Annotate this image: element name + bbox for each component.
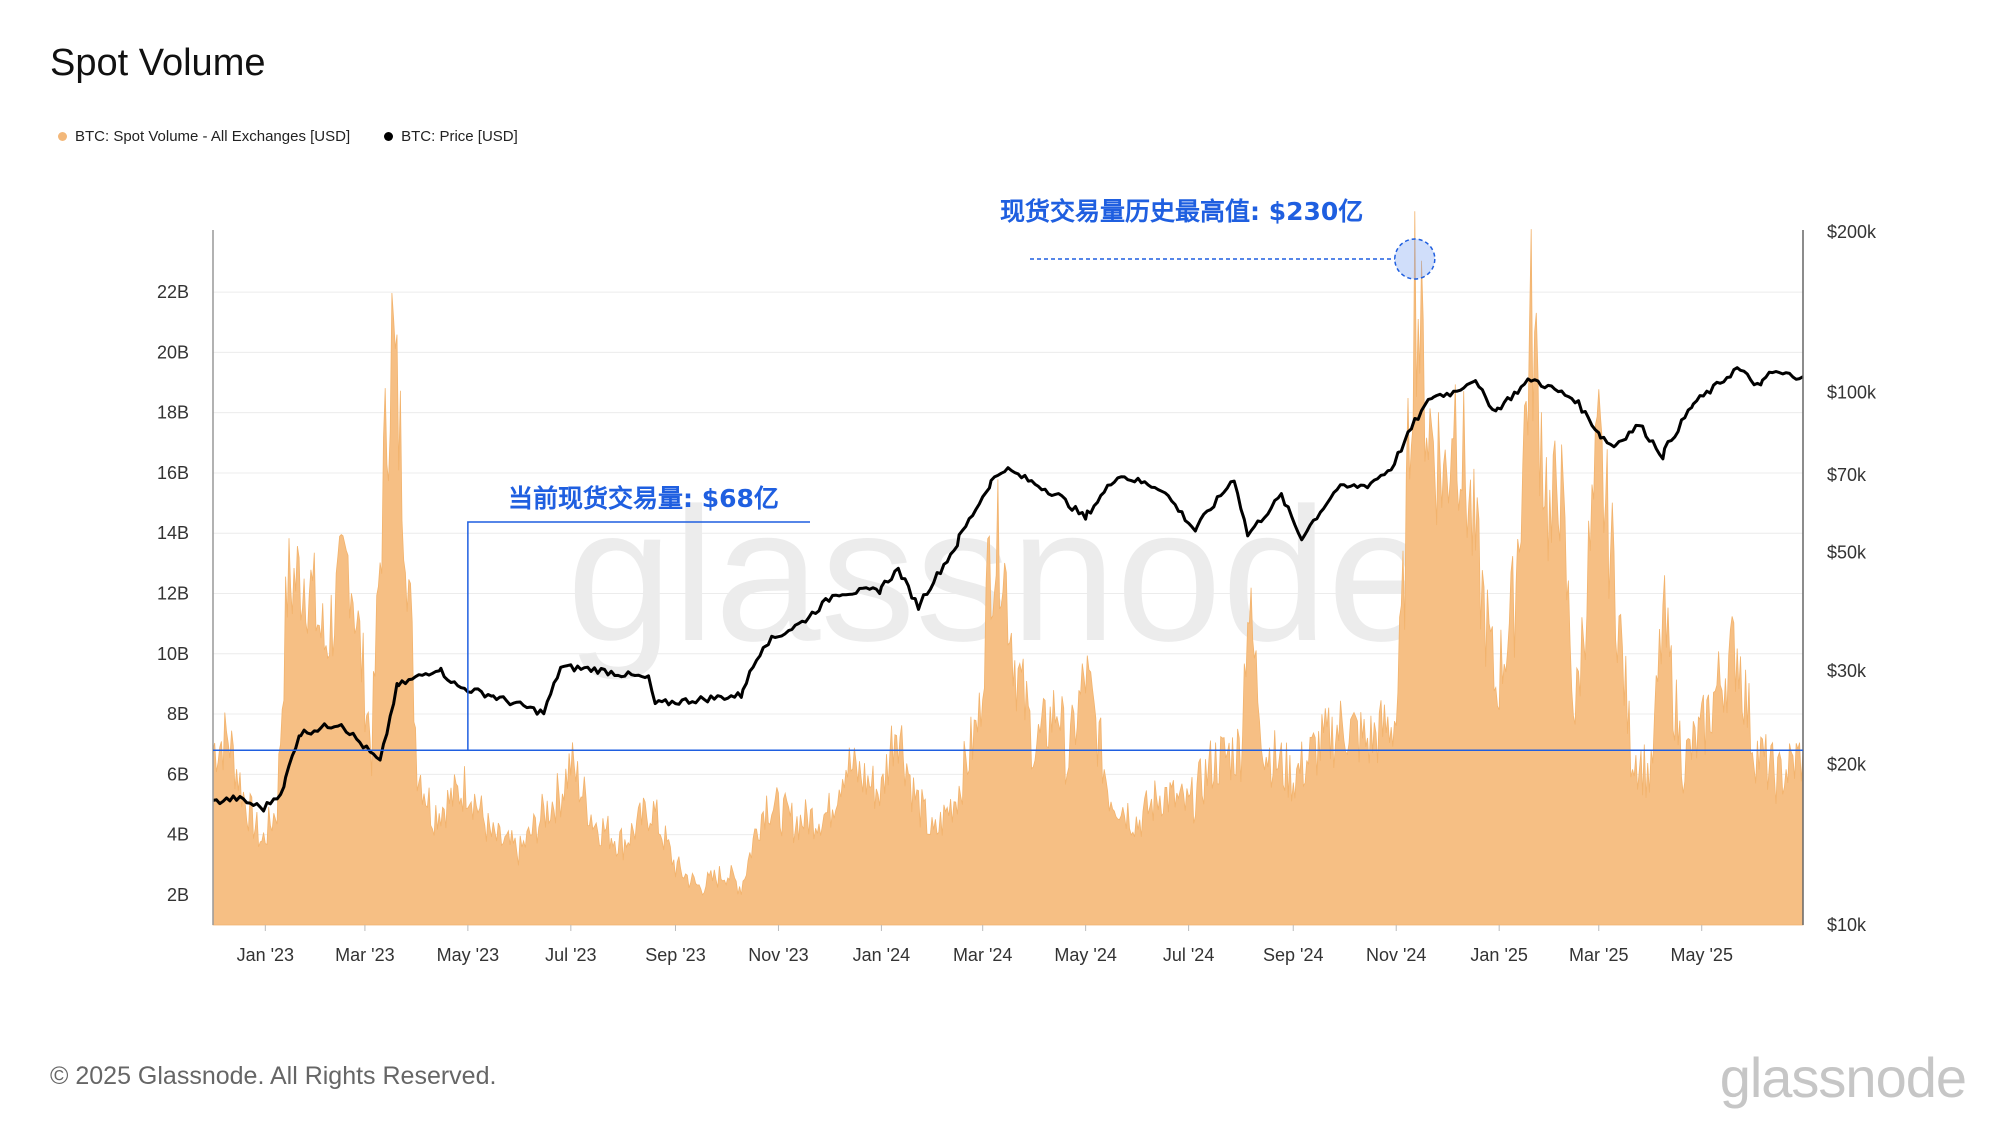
series-spot-volume-area [212, 211, 1804, 926]
x-tick-label: Nov '23 [748, 945, 808, 965]
current-volume-annotation-label: 当前现货交易量: $68亿 [508, 484, 779, 513]
y-tick-label-right: $100k [1827, 382, 1877, 402]
legend-dot-price [384, 132, 394, 141]
current-volume-bracket [467, 521, 810, 751]
ath-annotation-label: 现货交易量历史最高值: $230亿 [1000, 197, 1363, 226]
legend-dot-volume [58, 132, 67, 141]
legend-label-price: BTC: Price [USD] [401, 128, 518, 145]
y-tick-label-left: 6B [167, 764, 189, 784]
plot-area [212, 211, 1804, 926]
axes: 2B 4B 6B 8B 10B 12B 14B 16B 18B 20B 22B $10k $20k $30… [157, 222, 1877, 965]
y-tick-label-left: 4B [167, 825, 189, 845]
y-tick-label-left: 16B [157, 463, 189, 483]
y-tick-label-right: $200k [1827, 222, 1877, 242]
x-tick-label: Jan '23 [237, 945, 294, 965]
y-tick-label-left: 18B [157, 403, 189, 423]
y-tick-label-right: $50k [1827, 543, 1867, 563]
x-tick-label: Mar '25 [1569, 945, 1628, 965]
glassnode-logo: glassnode [1719, 1046, 1967, 1109]
legend-item-price[interactable]: BTC: Price [USD] [384, 128, 518, 145]
chart-title: Spot Volume [50, 42, 266, 84]
x-tick-label: Jul '24 [1163, 945, 1214, 965]
y-tick-label-right: $70k [1827, 465, 1867, 485]
x-tick-label: May '24 [1054, 945, 1116, 965]
y-tick-label-left: 20B [157, 342, 189, 362]
ath-marker-circle [1394, 238, 1436, 280]
y-tick-label-left: 22B [157, 282, 189, 302]
x-tick-label: Jan '25 [1470, 945, 1527, 965]
x-tick-label: May '25 [1670, 945, 1732, 965]
y-tick-label-right: $20k [1827, 755, 1867, 775]
series-btc-price-line [212, 366, 1804, 813]
y-tick-label-left: 8B [167, 704, 189, 724]
x-tick-label: Sep '23 [645, 945, 706, 965]
legend-label-volume: BTC: Spot Volume - All Exchanges [USD] [75, 128, 351, 145]
legend-item-volume[interactable]: BTC: Spot Volume - All Exchanges [USD] [58, 128, 350, 145]
x-tick-label: Mar '24 [953, 945, 1012, 965]
x-tick-label: Mar '23 [335, 945, 394, 965]
y-tick-label-left: 12B [157, 584, 189, 604]
legend: BTC: Spot Volume - All Exchanges [USD] B… [58, 128, 518, 145]
y-tick-label-left: 14B [157, 523, 189, 543]
y-tick-label-left: 10B [157, 644, 189, 664]
x-tick-label: Jan '24 [853, 945, 910, 965]
x-tick-label: Sep '24 [1263, 945, 1324, 965]
x-tick-label: May '23 [437, 945, 499, 965]
y-tick-label-right: $10k [1827, 915, 1867, 935]
copyright-footer: © 2025 Glassnode. All Rights Reserved. [50, 1062, 497, 1090]
y-tick-label-left: 2B [167, 885, 189, 905]
y-tick-label-right: $30k [1827, 661, 1867, 681]
x-tick-label: Jul '23 [545, 945, 596, 965]
x-tick-label: Nov '24 [1366, 945, 1426, 965]
